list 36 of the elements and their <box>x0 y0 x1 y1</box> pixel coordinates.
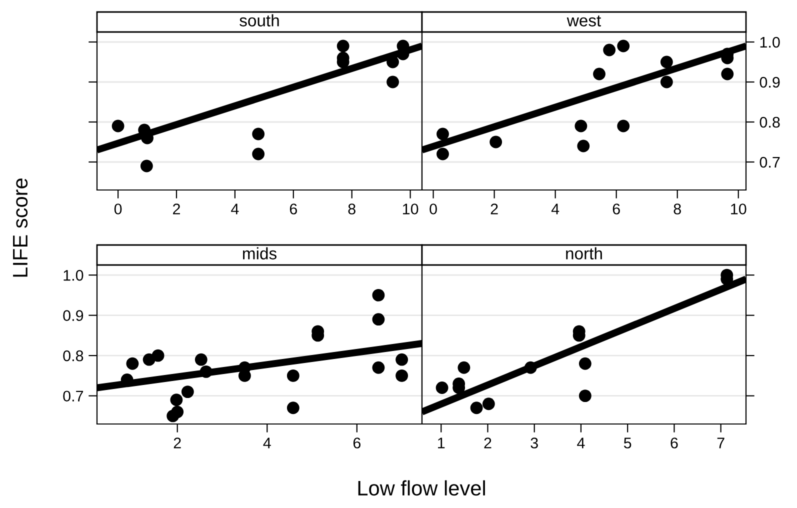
x-tick-label: 4 <box>577 438 585 448</box>
x-tick-label: 6 <box>290 204 297 214</box>
x-tick-label: 3 <box>530 438 538 448</box>
x-tick-label: 8 <box>348 204 356 214</box>
x-tick-label: 0 <box>430 204 437 214</box>
y-tick-label: 0.7 <box>63 390 84 402</box>
x-tick-label: 0 <box>114 204 122 214</box>
x-tick-label: 10 <box>731 204 746 214</box>
y-tick-label: 0.7 <box>760 156 780 168</box>
y-tick-label: 0.9 <box>63 310 84 322</box>
x-tick-label: 6 <box>353 438 360 448</box>
x-tick-label: 1 <box>438 438 445 448</box>
y-tick-label: 1.0 <box>760 36 780 48</box>
chart-title: south <box>240 14 279 26</box>
x-tick-label: 5 <box>624 438 632 448</box>
chart-title: north <box>566 247 602 260</box>
x-tick-label: 4 <box>231 204 239 214</box>
x-tick-label: 6 <box>670 438 678 448</box>
y-axis-title: LIFE score <box>13 178 28 277</box>
x-tick-label: 2 <box>490 204 498 214</box>
y-tick-label: 0.8 <box>63 350 84 362</box>
x-tick-label: 4 <box>263 438 271 448</box>
x-axis-title: Low flow level <box>358 480 485 496</box>
x-tick-label: 6 <box>612 204 620 214</box>
y-tick-label: 1.0 <box>64 270 84 281</box>
chart-title: west <box>566 16 602 26</box>
chart-title: mids <box>243 247 276 260</box>
x-tick-label: 8 <box>674 204 681 214</box>
y-tick-label: 0.9 <box>760 76 780 88</box>
y-tick-label: 0.8 <box>760 116 780 128</box>
x-tick-label: 10 <box>402 204 418 214</box>
x-tick-label: 2 <box>484 438 492 448</box>
x-tick-label: 2 <box>173 204 180 214</box>
x-tick-label: 7 <box>717 438 724 448</box>
x-tick-label: 4 <box>551 204 560 214</box>
x-tick-label: 2 <box>174 438 181 448</box>
